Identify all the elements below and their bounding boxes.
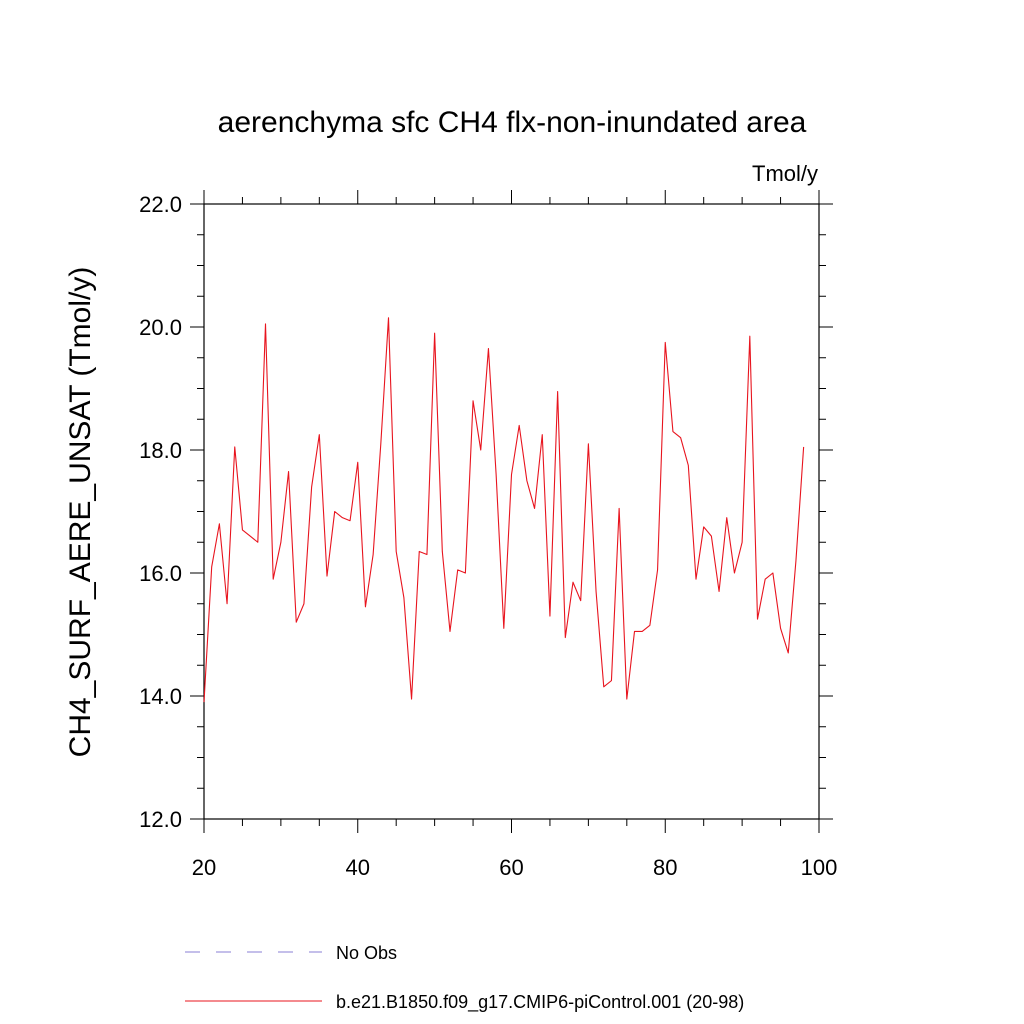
legend: No Obs b.e21.B1850.f09_g17.CMIP6-piContr… — [185, 943, 744, 1013]
y-tick-label: 22.0 — [139, 192, 182, 217]
y-tick-label: 16.0 — [139, 561, 182, 586]
plot-frame — [203, 203, 820, 820]
units-label: Tmol/y — [752, 161, 818, 186]
x-tick-label: 40 — [346, 855, 370, 880]
y-tick-label: 14.0 — [139, 684, 182, 709]
plot-area: 12.0 14.0 16.0 18.0 20.0 22.0 20 40 60 80 100 — [139, 190, 837, 880]
series-line-1 — [203, 317, 805, 703]
x-tick-label: 80 — [653, 855, 677, 880]
legend-label-model: b.e21.B1850.f09_g17.CMIP6-piControl.001 … — [336, 992, 744, 1013]
y-tick-label: 18.0 — [139, 438, 182, 463]
legend-label-no-obs: No Obs — [336, 943, 397, 963]
chart-title: aerenchyma sfc CH4 flx-non-inundated are… — [218, 106, 807, 139]
y-axis-label: CH4_SURF_AERE_UNSAT (Tmol/y) — [64, 267, 97, 758]
x-tick-label: 60 — [499, 855, 523, 880]
x-tick-label: 100 — [801, 855, 838, 880]
y-tick-label: 12.0 — [139, 807, 182, 832]
y-tick-label: 20.0 — [139, 315, 182, 340]
x-tick-label: 20 — [192, 855, 216, 880]
